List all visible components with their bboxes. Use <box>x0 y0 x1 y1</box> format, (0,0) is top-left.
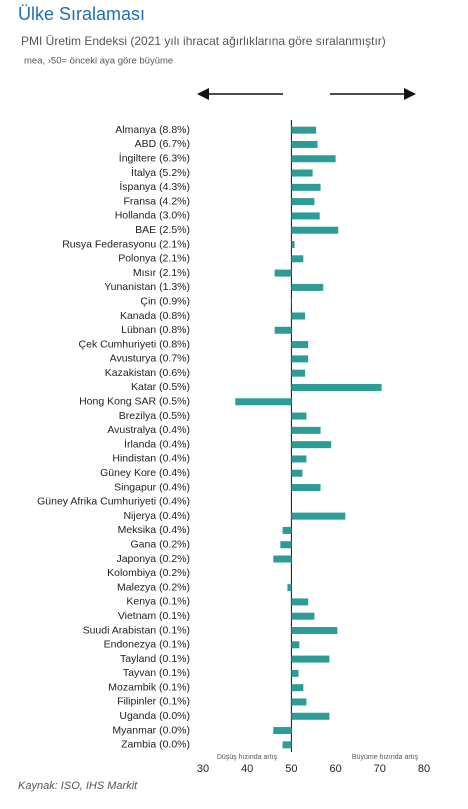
y-tick-label: Filipinler (0.1%) <box>117 696 190 708</box>
source: Kaynak: ISO, IHS Markit <box>18 780 138 792</box>
y-tick-label: Brezilya (0.5%) <box>119 410 190 422</box>
y-tick-label: Fransa (4.2%) <box>123 195 190 207</box>
y-tick-label: Çek Cumhuriyeti (0.8%) <box>79 338 190 350</box>
y-tick-label: Tayvan (0.1%) <box>123 667 190 679</box>
bar <box>291 184 320 191</box>
bar <box>291 427 320 434</box>
y-tick-label: Endonezya (0.1%) <box>104 639 190 651</box>
bar <box>291 212 319 219</box>
bar <box>291 455 306 462</box>
bar <box>235 398 291 405</box>
bar <box>291 312 305 319</box>
bar <box>291 698 306 705</box>
y-tick-label: Avusturya (0.7%) <box>110 353 190 365</box>
y-tick-label: Vietnam (0.1%) <box>118 610 190 622</box>
x-tick-label: 40 <box>241 763 253 775</box>
chart-title: Ülke Sıralaması <box>18 4 145 24</box>
bar <box>291 384 381 391</box>
y-tick-label: Güney Kore (0.4%) <box>100 467 190 479</box>
y-tick-label: Güney Afrika Cumhuriyeti (0.4%) <box>37 496 190 508</box>
bar <box>291 255 303 262</box>
bar <box>291 241 294 248</box>
y-tick-label: Tayland (0.1%) <box>120 653 190 665</box>
bar <box>291 470 302 477</box>
x-tick-label: 50 <box>285 763 297 775</box>
x-tick-label: 70 <box>374 763 386 775</box>
bar <box>291 713 329 720</box>
y-tick-label: Nijerya (0.4%) <box>123 510 190 522</box>
left-label: Düşüş hızında artış <box>217 754 278 761</box>
y-tick-label: Katar (0.5%) <box>131 381 190 393</box>
y-tick-label: Almanya (8.8%) <box>115 124 190 136</box>
bar <box>291 155 335 162</box>
y-tick-label: Lübnan (0.8%) <box>121 324 190 336</box>
bar <box>291 127 316 134</box>
y-tick-label: ABD (6.7%) <box>135 138 190 150</box>
bar <box>291 198 314 205</box>
bar <box>275 270 292 277</box>
x-tick-label: 30 <box>197 763 209 775</box>
y-tick-label: Çin (0.9%) <box>140 295 190 307</box>
y-tick-label: Mozambik (0.1%) <box>108 681 190 693</box>
y-tick-label: Kanada (0.8%) <box>120 310 190 322</box>
y-tick-label: Suudi Arabistan (0.1%) <box>83 624 190 636</box>
x-tick-label: 60 <box>329 763 341 775</box>
bar <box>291 284 323 291</box>
bar <box>283 527 292 534</box>
bar <box>291 513 345 520</box>
subtitle: PMI Üretim Endeksi (2021 yılı ihracat ağ… <box>21 34 386 48</box>
y-tick-label: Hindistan (0.4%) <box>112 453 190 465</box>
bar <box>291 441 331 448</box>
y-tick-label: BAE (2.5%) <box>135 224 190 236</box>
y-tick-label: Japonya (0.2%) <box>116 553 190 565</box>
y-tick-label: Kolombiya (0.2%) <box>107 567 190 579</box>
y-tick-label: Myanmar (0.0%) <box>112 724 190 736</box>
y-tick-label: Hong Kong SAR (0.5%) <box>79 396 190 408</box>
bar <box>291 641 299 648</box>
bar <box>291 670 298 677</box>
y-tick-label: Polonya (2.1%) <box>118 253 190 265</box>
bar <box>291 613 314 620</box>
bar <box>291 656 329 663</box>
bar <box>287 584 291 591</box>
y-tick-label: Kenya (0.1%) <box>126 596 190 608</box>
y-tick-label: Mısır (2.1%) <box>133 267 190 279</box>
y-tick-label: Kazakistan (0.6%) <box>105 367 190 379</box>
bar <box>291 170 312 177</box>
bar <box>273 727 291 734</box>
y-tick-label: Uganda (0.0%) <box>119 710 190 722</box>
y-tick-label: Avustralya (0.4%) <box>107 424 190 436</box>
bar <box>291 355 308 362</box>
bar <box>291 413 306 420</box>
bar <box>291 627 337 634</box>
y-tick-label: Rusya Federasyonu (2.1%) <box>62 238 190 250</box>
y-tick-label: Malezya (0.2%) <box>117 581 190 593</box>
right-label: Büyüme hızında artış <box>352 754 419 761</box>
y-tick-label: Yunanistan (1.3%) <box>104 281 190 293</box>
bar <box>275 327 292 334</box>
bar <box>273 556 291 563</box>
bar <box>291 141 317 148</box>
bar <box>291 370 305 377</box>
bar <box>283 741 292 748</box>
bar <box>291 341 308 348</box>
bar <box>291 484 320 491</box>
bar <box>291 227 338 234</box>
y-tick-label: Singapur (0.4%) <box>114 481 190 493</box>
bar <box>291 598 308 605</box>
y-tick-label: Zambia (0.0%) <box>121 739 190 751</box>
y-tick-label: Hollanda (3.0%) <box>115 210 190 222</box>
note: mea, ›50= önceki aya göre büyüme <box>24 56 173 67</box>
x-tick-label: 80 <box>418 763 430 775</box>
bar <box>280 541 291 548</box>
y-tick-label: İrlanda (0.4%) <box>124 437 190 450</box>
y-tick-label: Meksika (0.4%) <box>118 524 190 536</box>
bar <box>291 684 303 691</box>
y-tick-label: İngiltere (6.3%) <box>119 152 190 165</box>
y-tick-label: İspanya (4.3%) <box>119 180 190 193</box>
y-tick-label: Gana (0.2%) <box>130 538 190 550</box>
y-tick-label: İtalya (5.2%) <box>131 166 190 179</box>
